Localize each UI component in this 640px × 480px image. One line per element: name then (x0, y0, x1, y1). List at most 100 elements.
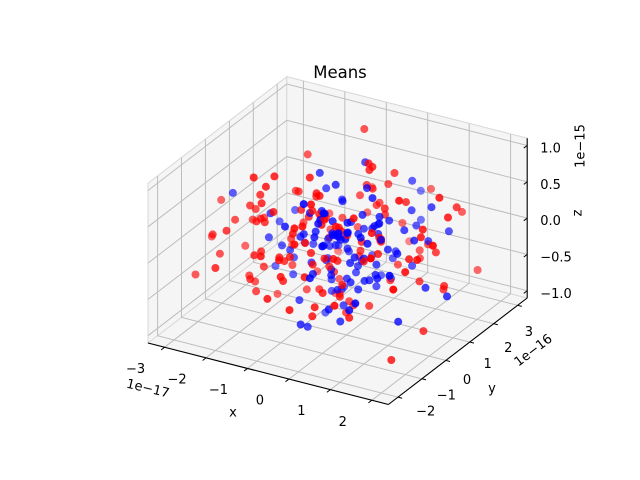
means-red-point (215, 249, 224, 258)
means-blue-point (281, 222, 289, 231)
z-tick-label: 0.0 (540, 214, 561, 229)
means-blue-point (334, 229, 343, 238)
means-blue-point (377, 235, 385, 244)
x-tick (202, 357, 207, 361)
means-blue-point (356, 233, 365, 242)
y-tick-label: −1 (437, 389, 456, 404)
grid-line-y (228, 120, 470, 343)
means-red-point (329, 255, 338, 263)
means-red-point (349, 214, 358, 223)
z-offset-text: 1e−15 (574, 124, 589, 168)
means-red-point (444, 213, 452, 222)
means-red-point (366, 254, 375, 263)
means-blue-point (264, 233, 273, 242)
grid-line-x (330, 123, 470, 391)
means-blue-point (345, 306, 354, 315)
means-blue-point (408, 176, 417, 185)
means-red-point (320, 254, 329, 263)
chart-title: Means (313, 63, 367, 82)
means-blue-point (331, 241, 340, 250)
grid-line-x (288, 112, 429, 380)
means-blue-point (336, 317, 345, 326)
means-red-point (353, 223, 362, 231)
means-blue-point (416, 186, 425, 195)
means-red-point (384, 180, 393, 188)
means-red-point (380, 204, 389, 213)
means-red-point (285, 253, 294, 261)
means-blue-point (400, 226, 409, 235)
y-tick-label: 3 (525, 325, 533, 340)
grid-line-y (181, 157, 423, 380)
means-blue-point (339, 301, 348, 310)
means-blue-point (228, 188, 237, 197)
z-tick (523, 254, 528, 258)
x-tick-label: −1 (209, 383, 228, 398)
x-tick-label: −2 (167, 372, 186, 387)
means-red-point (398, 219, 407, 227)
means-red-point (288, 261, 297, 269)
means-red-point (372, 201, 381, 210)
means-blue-point (416, 215, 425, 224)
means-blue-point (421, 283, 430, 292)
means-blue-point (299, 200, 308, 209)
x-tick (368, 399, 373, 404)
y-tick-label: 2 (504, 341, 512, 356)
means-red-point (389, 285, 398, 294)
means-blue-point (343, 229, 352, 238)
means-red-point (330, 301, 339, 310)
means-red-point (261, 182, 270, 191)
means-blue-point (363, 184, 371, 193)
means-red-point (315, 191, 324, 200)
means-red-point (250, 251, 259, 260)
means-blue-point (407, 206, 416, 215)
means-blue-point (343, 218, 352, 227)
means-red-point (458, 207, 466, 216)
means-red-point (368, 162, 377, 171)
means-red-point (335, 274, 344, 283)
means-red-point (390, 169, 399, 177)
means-blue-point (325, 242, 334, 250)
means-red-point (387, 356, 396, 364)
means-red-point (331, 222, 340, 231)
grid-line-z (147, 156, 528, 264)
means-red-point (325, 262, 334, 271)
means-blue-point (373, 274, 382, 283)
x-offset-text: 1e−17 (125, 377, 171, 402)
means-blue-point (338, 197, 347, 206)
means-red-point (405, 255, 414, 264)
means-red-point (431, 248, 440, 257)
means-red-point (256, 214, 265, 223)
scatter-points (191, 125, 482, 364)
means-red-point (302, 285, 311, 294)
means-blue-point (383, 245, 392, 254)
means-blue-point (291, 206, 300, 214)
means-blue-point (303, 322, 312, 331)
means-blue-point (393, 249, 402, 258)
means-blue-point (324, 305, 333, 314)
means-blue-point (305, 274, 314, 283)
means-red-point (308, 260, 317, 269)
means-red-point (320, 215, 329, 224)
y-tick-label: 0 (463, 373, 471, 388)
z-axis-label: z (571, 209, 586, 216)
z-tick-label: −0.5 (540, 250, 572, 265)
means-red-point (270, 172, 279, 181)
means-blue-point (408, 261, 417, 270)
grid-line-y (157, 175, 399, 398)
means-blue-point (315, 168, 324, 177)
means-blue-point (427, 203, 436, 212)
means-red-point (222, 226, 231, 235)
means-blue-point (310, 233, 319, 242)
means-red-point (211, 264, 220, 272)
means-blue-point (333, 285, 342, 294)
grid-line-y (252, 102, 494, 325)
y-tick (397, 396, 403, 399)
means-blue-point (350, 253, 359, 262)
z-tick (523, 217, 528, 222)
means-blue-point (444, 227, 453, 236)
means-blue-point (314, 219, 323, 228)
means-blue-point (443, 292, 451, 301)
means-blue-point (296, 320, 305, 329)
means-red-point (263, 294, 272, 303)
means-blue-point (363, 239, 372, 248)
